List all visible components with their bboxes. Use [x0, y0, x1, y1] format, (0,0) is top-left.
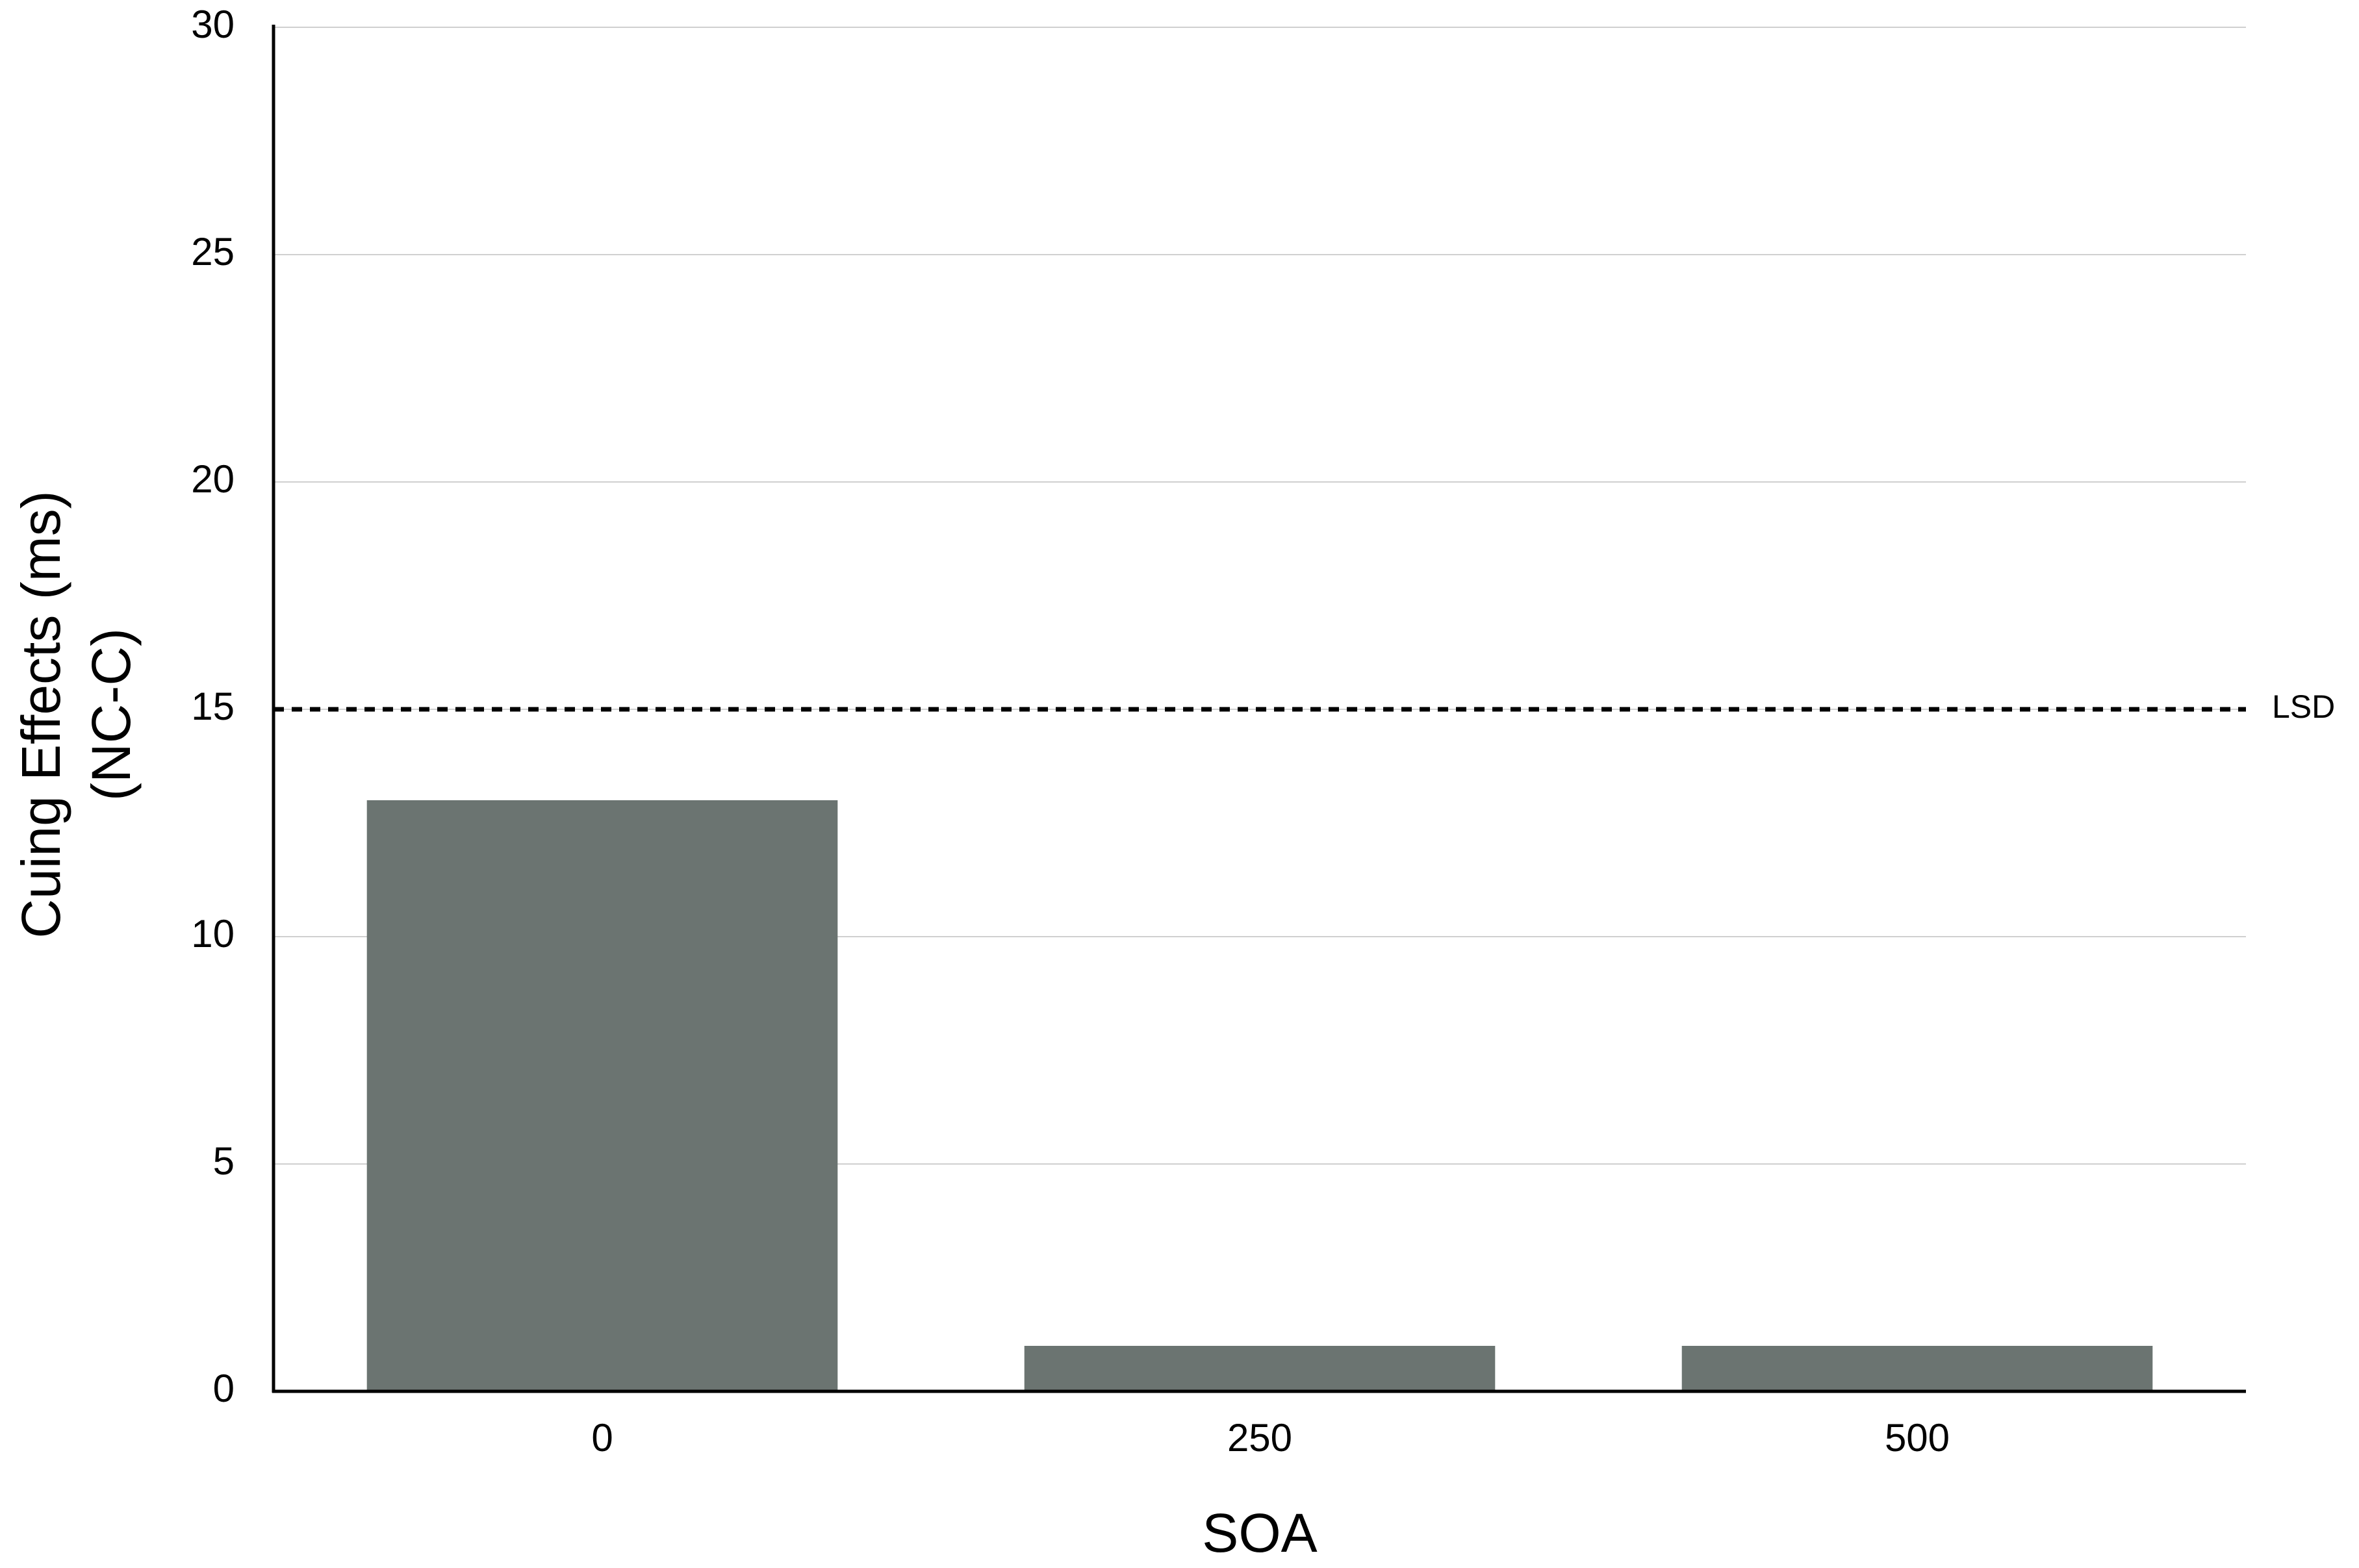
y-tick-label: 30: [191, 3, 235, 46]
y-axis-title: Cuing Effects (ms): [10, 490, 71, 938]
y-tick-label: 25: [191, 230, 235, 273]
y-tick-label: 10: [191, 912, 235, 955]
reference-label: LSD: [2272, 689, 2335, 725]
x-tick-label: 500: [1885, 1416, 1950, 1460]
bar: [1681, 1346, 2153, 1391]
y-axis-title: (NC-C): [81, 628, 142, 801]
x-tick-label: 250: [1227, 1416, 1292, 1460]
y-tick-label: 0: [213, 1367, 235, 1410]
x-tick-label: 0: [591, 1416, 613, 1460]
y-tick-label: 15: [191, 685, 235, 728]
y-tick-label: 5: [213, 1139, 235, 1183]
bar: [366, 800, 838, 1391]
bar: [1024, 1346, 1496, 1391]
y-tick-label: 20: [191, 457, 235, 501]
x-axis-title: SOA: [1202, 1502, 1317, 1563]
